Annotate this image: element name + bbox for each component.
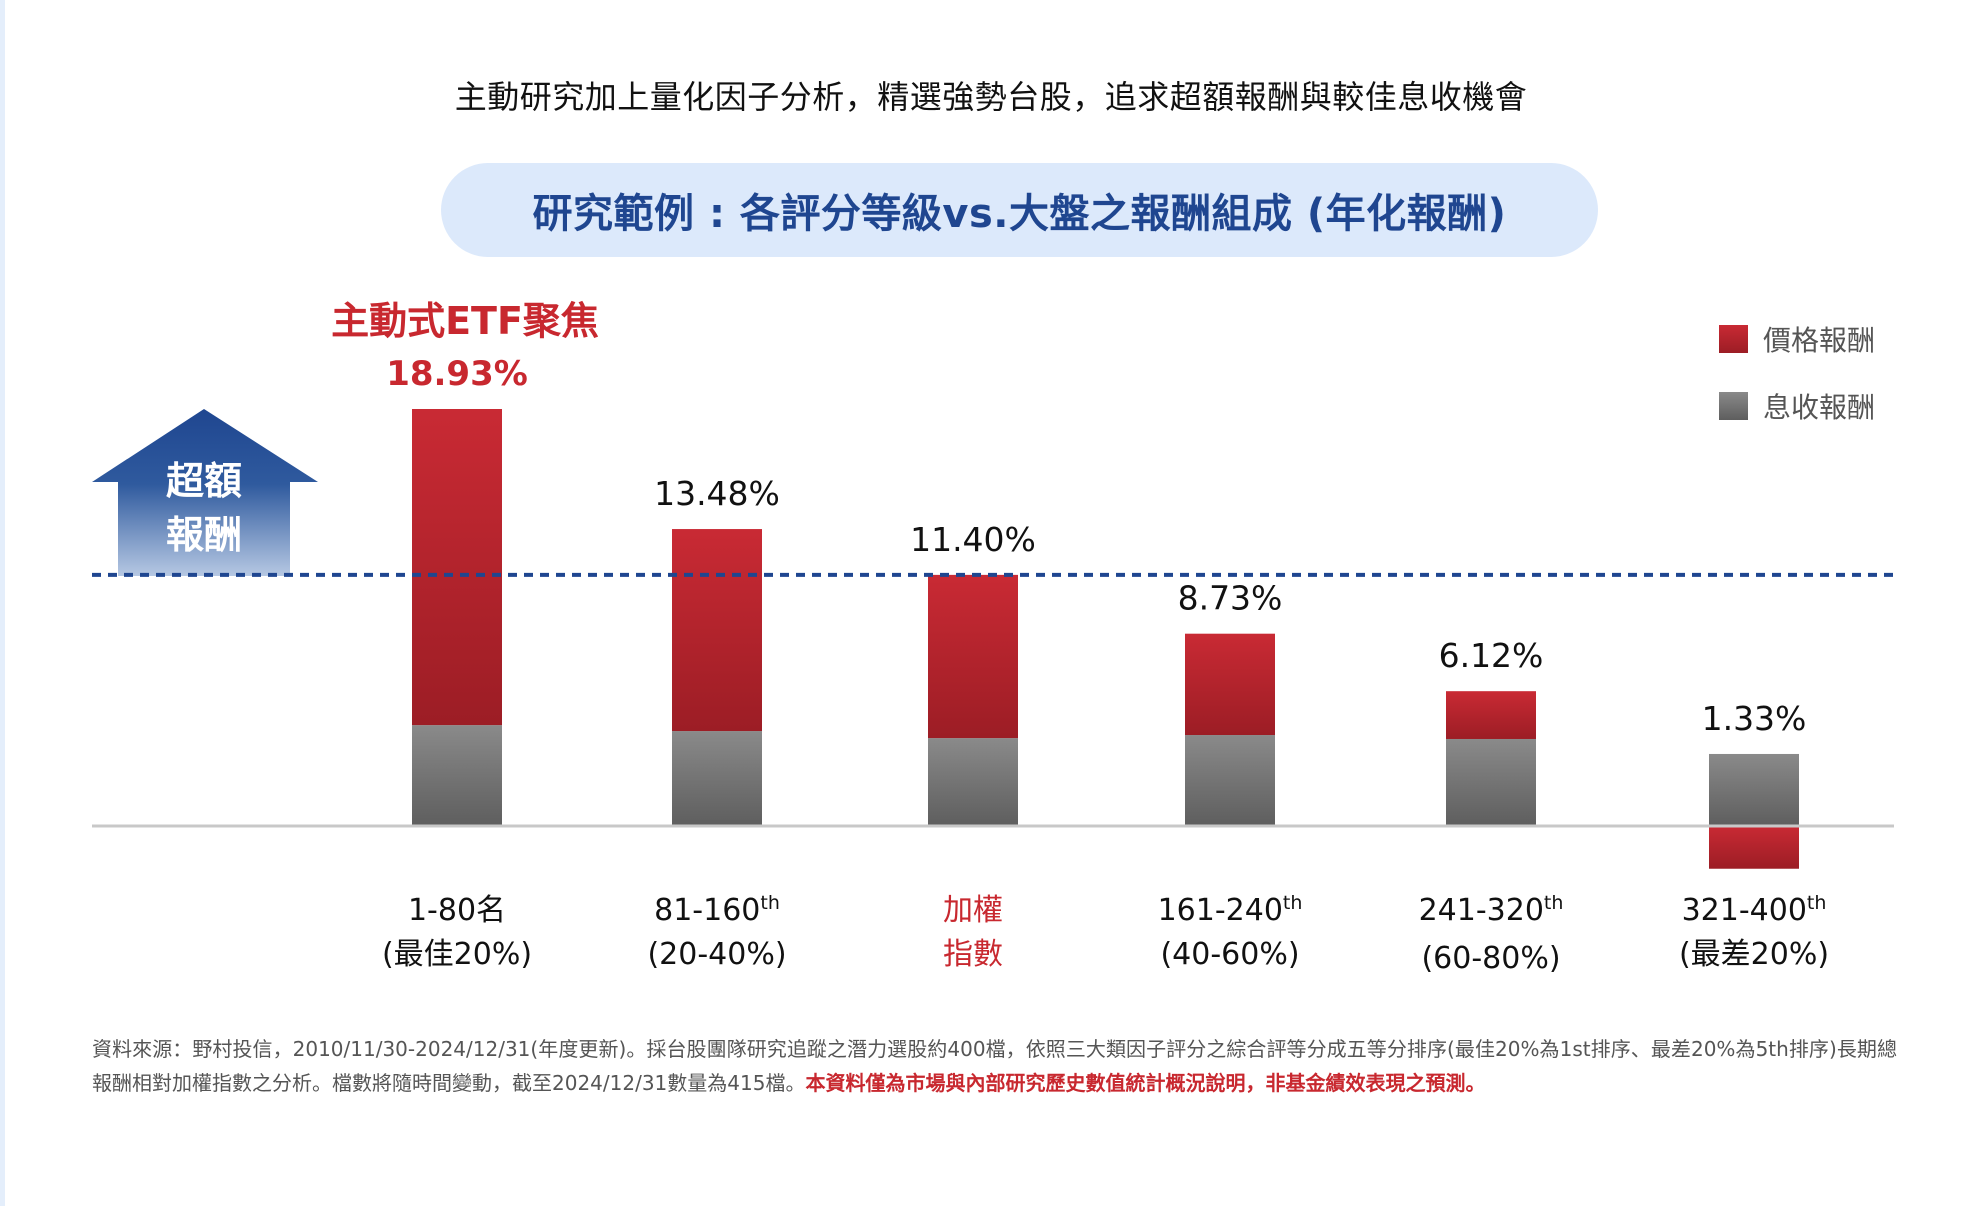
category-label-line1: 加權 <box>943 893 1003 928</box>
bars-group <box>412 409 1799 869</box>
bar-price <box>1709 826 1799 869</box>
focus-title: 主動式ETF聚焦 <box>331 299 599 343</box>
chart-title: 研究範例 : 各評分等級vs.大盤之報酬組成 (年化報酬) <box>532 191 1507 237</box>
category-label-line1: 321-400th <box>1682 892 1827 928</box>
value-label: 18.93% <box>386 354 528 394</box>
excess-return-arrow: 超額 報酬 <box>92 409 318 576</box>
bar-price <box>928 574 1018 739</box>
category-labels-group: 1-80名 (最佳20%) 81-160th (20-40%) 加權指數 161-240t… <box>382 892 1829 976</box>
legend-item-price: 價格報酬 <box>1719 319 1875 359</box>
value-label: 13.48% <box>654 474 780 513</box>
up-arrow-icon <box>92 409 318 576</box>
chart-title-pill: 研究範例 : 各評分等級vs.大盤之報酬組成 (年化報酬) <box>441 163 1598 257</box>
left-edge-strip <box>0 0 5 1206</box>
category-label-line2: 指數 <box>943 937 1003 972</box>
bar-income <box>1185 735 1275 826</box>
bar-price <box>672 529 762 732</box>
legend-item-income: 息收報酬 <box>1719 386 1875 426</box>
value-label: 11.40% <box>910 520 1036 559</box>
value-labels-group: 18.93% 13.48% 11.40% 8.73% 6.12% 1.33% <box>386 354 1806 738</box>
footnote-text: 資料來源：野村投信，2010/11/30-2024/12/31(年度更新)。採台… <box>92 1037 1897 1095</box>
category-label-line1: 241-320th <box>1419 892 1564 928</box>
bar-price <box>1446 691 1536 739</box>
category-label-line1: 161-240th <box>1158 892 1303 928</box>
legend-swatch-income <box>1719 392 1748 420</box>
category-label-line2: (40-60%) <box>1160 937 1299 972</box>
legend-label: 價格報酬 <box>1763 324 1876 357</box>
bar-price <box>1185 633 1275 736</box>
footnote-disclaimer: 本資料僅為市場與內部研究歷史數值統計概況說明，非基金績效表現之預測。 <box>805 1071 1486 1095</box>
arrow-label-line1: 超額 <box>166 459 242 503</box>
bar-income <box>412 725 502 826</box>
value-label: 8.73% <box>1178 579 1283 618</box>
legend-label: 息收報酬 <box>1763 391 1876 424</box>
bar-income <box>928 738 1018 826</box>
bar-income <box>1446 738 1536 826</box>
category-label-line1: 81-160th <box>654 892 780 928</box>
arrow-label-line2: 報酬 <box>166 513 242 557</box>
category-label-line1: 1-80名 <box>408 893 506 928</box>
category-label-line2: (最佳20%) <box>382 937 532 972</box>
legend-swatch-price <box>1719 325 1748 353</box>
bar-income <box>1709 753 1799 826</box>
category-label-sup: th <box>1283 892 1303 914</box>
page-heading: 主動研究加上量化因子分析，精選強勢台股，追求超額報酬與較佳息收機會 <box>454 78 1528 116</box>
value-label: 6.12% <box>1439 636 1544 675</box>
category-label-line2: (最差20%) <box>1679 937 1829 972</box>
bar-price <box>412 409 502 726</box>
bar-income <box>672 731 762 826</box>
category-label-line2: (60-80%) <box>1421 941 1560 976</box>
category-label-sup: th <box>1544 892 1564 914</box>
value-label: 1.33% <box>1702 699 1807 738</box>
category-label-sup: th <box>1807 892 1827 914</box>
source-footnote: 資料來源：野村投信，2010/11/30-2024/12/31(年度更新)。採台… <box>92 1032 1897 1100</box>
category-label-line2: (20-40%) <box>647 937 786 972</box>
category-label-sup: th <box>760 892 780 914</box>
